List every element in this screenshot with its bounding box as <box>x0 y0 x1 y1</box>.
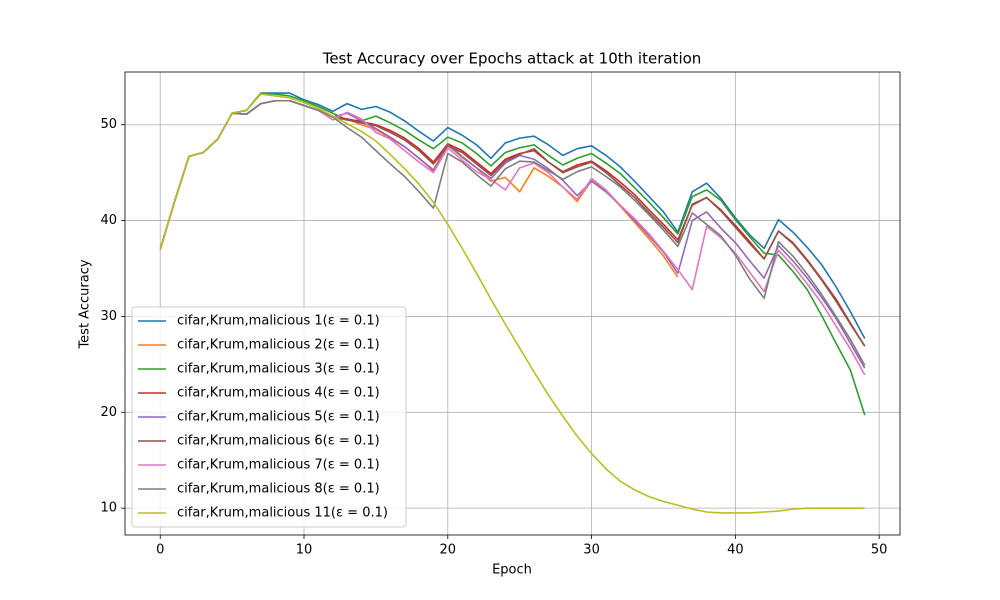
legend-label: cifar,Krum,malicious 8(ε = 0.1) <box>177 482 380 497</box>
legend: cifar,Krum,malicious 1(ε = 0.1) cifar,Kru… <box>131 306 407 528</box>
y-axis-label: Test Accuracy <box>78 259 93 349</box>
y-tick-label: 10 <box>100 501 117 516</box>
x-tick-label: 30 <box>583 543 600 558</box>
legend-label: cifar,Krum,malicious 6(ε = 0.1) <box>177 434 380 449</box>
y-tick-label: 50 <box>100 117 117 132</box>
x-tick-label: 0 <box>156 543 164 558</box>
y-tick-label: 40 <box>100 213 117 228</box>
data-line <box>159 93 865 514</box>
legend-label: cifar,Krum,malicious 5(ε = 0.1) <box>177 410 380 425</box>
data-line <box>159 92 866 339</box>
legend-box <box>131 306 407 528</box>
legend-label: cifar,Krum,malicious 2(ε = 0.1) <box>177 338 380 353</box>
data-line <box>159 92 866 416</box>
x-tick-label: 10 <box>296 543 313 558</box>
plot-frame <box>124 71 901 536</box>
legend-label: cifar,Krum,malicious 4(ε = 0.1) <box>177 386 380 401</box>
x-tick-label: 40 <box>727 543 744 558</box>
x-axis-label: Epoch <box>492 563 532 578</box>
data-line <box>159 99 866 366</box>
y-tick-label: 20 <box>100 405 117 420</box>
legend-label: cifar,Krum,malicious 3(ε = 0.1) <box>177 362 380 377</box>
legend-label: cifar,Krum,malicious 7(ε = 0.1) <box>177 458 380 473</box>
legend-label: cifar,Krum,malicious 11(ε = 0.1) <box>177 506 388 521</box>
x-tick-label: 50 <box>871 543 888 558</box>
x-tick-label: 20 <box>440 543 457 558</box>
y-tick-label: 30 <box>100 309 117 324</box>
chart-title: Test Accuracy over Epochs attack at 10th… <box>322 50 702 68</box>
legend-label: cifar,Krum,malicious 1(ε = 0.1) <box>177 314 380 329</box>
